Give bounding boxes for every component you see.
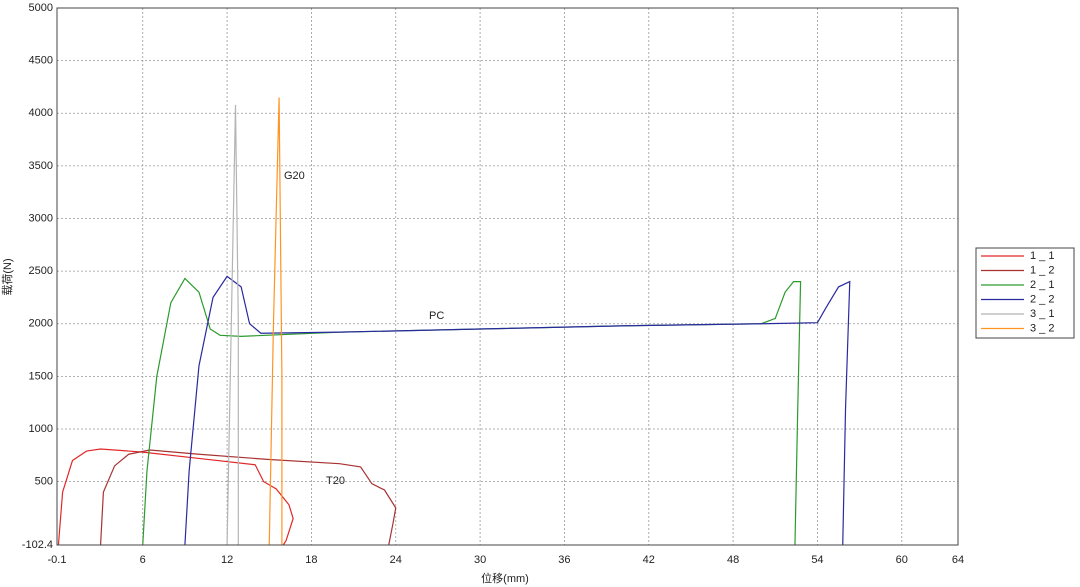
y-tick-label: 5000: [29, 2, 53, 14]
series-line: [226, 104, 239, 546]
legend-label: 2 _ 1: [1030, 279, 1054, 291]
grid: [56, 7, 959, 546]
plot-lines: [57, 97, 851, 546]
y-tick-label: 1000: [29, 423, 53, 435]
series-line: [57, 448, 294, 546]
x-tick-label: 30: [474, 554, 486, 566]
y-tick-label: 3000: [29, 212, 53, 224]
x-tick-label: 18: [305, 554, 317, 566]
x-axis-label: 位移(mm): [481, 571, 529, 585]
annotation: PC: [429, 310, 444, 322]
x-tick-label: 64: [952, 554, 964, 566]
x-tick-label: 54: [811, 554, 823, 566]
y-tick-label: 4500: [29, 55, 53, 67]
legend-label: 3 _ 1: [1030, 308, 1054, 320]
x-tick-label: 60: [896, 554, 908, 566]
legend-label: 1 _ 2: [1030, 264, 1054, 276]
x-tick-label: 12: [221, 554, 233, 566]
series-line: [99, 449, 397, 546]
series-line: [268, 97, 283, 546]
legend-box: [975, 247, 1075, 339]
x-tick-label: -0.1: [48, 554, 67, 566]
x-tick-label: 6: [140, 554, 146, 566]
y-axis-label: 载荷(N): [1, 258, 14, 295]
x-tick-label: 24: [390, 554, 402, 566]
legend-label: 1 _ 1: [1030, 250, 1054, 262]
x-tick-label: 48: [727, 554, 739, 566]
legend-label: 2 _ 2: [1030, 293, 1054, 305]
legend: 1 _ 1 1 _ 2 2 _ 1 2 _ 2 3 _ 1 3 _ 2: [975, 247, 1075, 339]
y-tick-label: -102.4: [22, 539, 53, 551]
x-tick-label: 36: [558, 554, 570, 566]
annotation: G20: [284, 170, 305, 182]
y-tick-label: 2000: [29, 318, 53, 330]
plot-frame: [56, 7, 959, 546]
y-tick-label: 2500: [29, 265, 53, 277]
legend-label: 3 _ 2: [1030, 322, 1054, 334]
series-line: [184, 275, 851, 546]
y-tick-label: 4000: [29, 107, 53, 119]
y-tick-label: 3500: [29, 160, 53, 172]
y-tick-label: 500: [35, 476, 53, 488]
y-tick-label: 1500: [29, 370, 53, 382]
x-tick-label: 42: [643, 554, 655, 566]
annotation: T20: [326, 475, 345, 487]
